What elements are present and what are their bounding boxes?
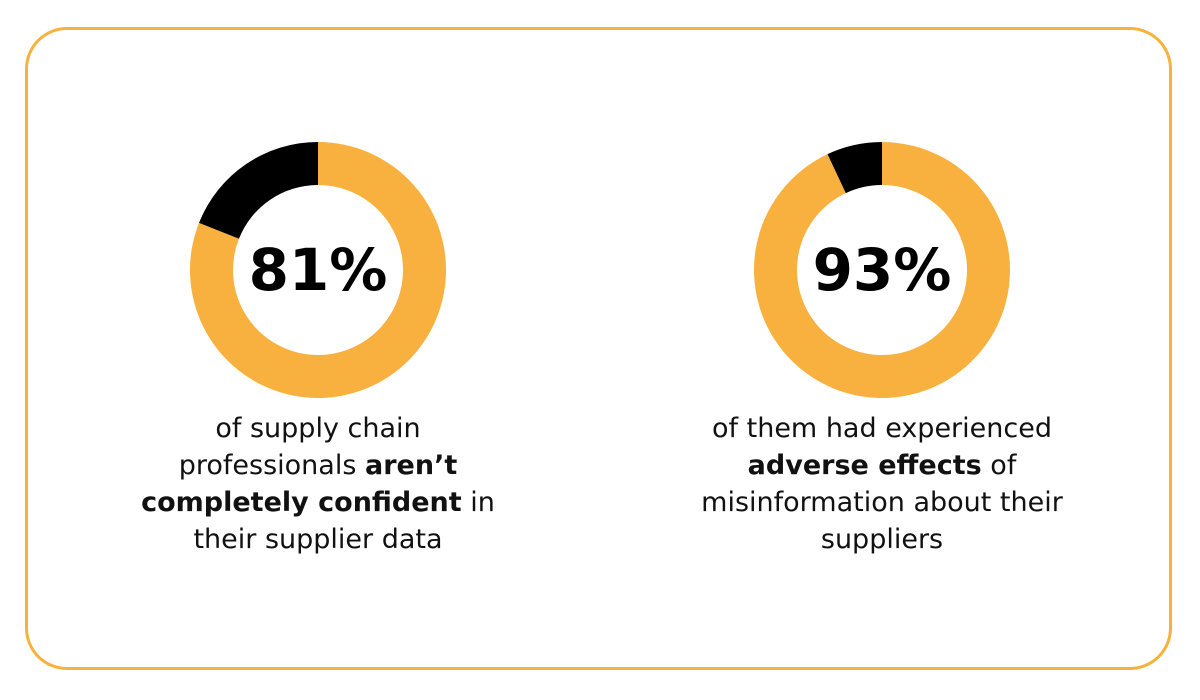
- center-label: 81%: [249, 236, 388, 304]
- donut-segment: [198, 142, 318, 239]
- caption: of supply chain professionals aren’t com…: [128, 410, 508, 558]
- caption-text: of them had experienced: [712, 413, 1052, 444]
- caption-text: of misinformation about their suppliers: [701, 450, 1063, 555]
- caption: of them had experienced adverse effects …: [672, 410, 1092, 558]
- center-label: 93%: [813, 236, 952, 304]
- donut-segment: [827, 142, 882, 194]
- caption-text: of supply chain professionals: [178, 413, 421, 481]
- donut-segment: [190, 142, 447, 398]
- caption-bold: aren’t completely confident: [141, 450, 462, 518]
- card: [25, 27, 1172, 670]
- caption-bold: adverse effects: [747, 450, 982, 481]
- donut-segment: [754, 142, 1010, 398]
- caption-text: in their supplier data: [193, 487, 495, 555]
